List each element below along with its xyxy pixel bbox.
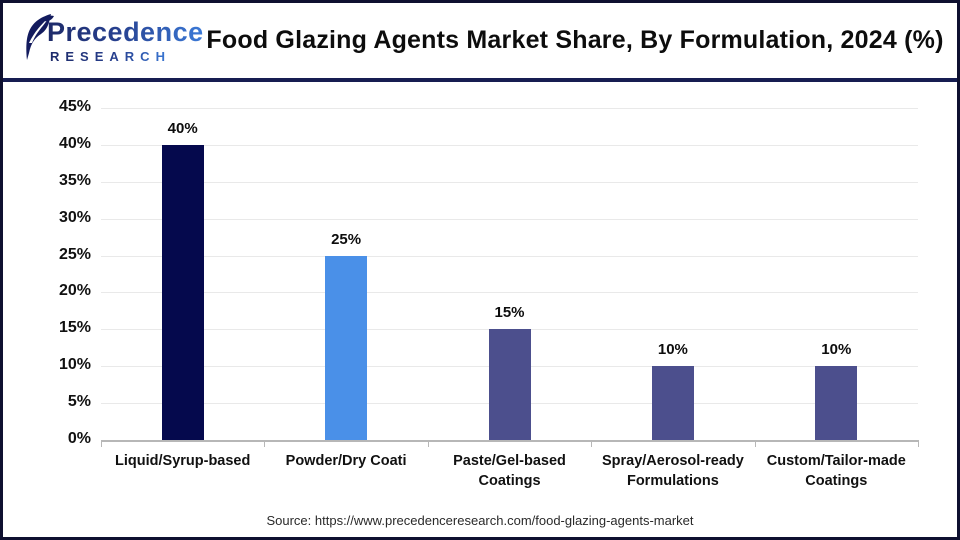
y-gridline: [101, 292, 918, 294]
bar-value-label: 25%: [331, 230, 362, 248]
y-axis-tick-label: 10%: [58, 356, 91, 374]
y-axis-tick-label: 0%: [67, 430, 91, 447]
bar-value-label: 10%: [657, 341, 688, 359]
bar: [815, 366, 858, 440]
logo-sub-wordmark: RESEARCH: [50, 48, 171, 64]
x-axis-category-label: Paste/Gel-based Coatings: [453, 453, 566, 489]
header: Precedence RESEARCH Food Glazing Agents …: [3, 3, 957, 82]
x-axis-tick: [101, 440, 102, 447]
chart-title: Food Glazing Agents Market Share, By For…: [206, 26, 944, 54]
y-gridline: [101, 181, 918, 183]
y-axis-tick-label: 45%: [58, 98, 91, 115]
bar-value-label: 10%: [821, 341, 852, 359]
x-axis-category-label: Spray/Aerosol-ready Formulations: [601, 453, 744, 489]
y-axis-tick-label: 40%: [58, 134, 91, 152]
x-axis-category-label: Liquid/Syrup-based: [115, 453, 251, 469]
x-axis-tick: [754, 440, 756, 447]
y-gridline: [101, 108, 918, 109]
x-axis-tick: [427, 440, 429, 447]
x-axis-tick: [591, 440, 593, 447]
y-gridline: [101, 218, 918, 220]
y-gridline: [101, 144, 918, 146]
title-container: Food Glazing Agents Market Share, By For…: [193, 26, 957, 55]
x-axis-tick: [264, 440, 266, 447]
bar: [161, 144, 204, 440]
y-axis-tick-label: 20%: [58, 282, 91, 300]
y-axis-tick-label: 35%: [58, 171, 91, 189]
bar-value-label: 15%: [494, 304, 525, 322]
bar: [651, 366, 694, 440]
bar: [488, 329, 531, 440]
x-axis-category-label: Powder/Dry Coati: [285, 453, 407, 469]
y-axis-tick-label: 30%: [58, 208, 91, 226]
x-axis-category-label: Custom/Tailor-made Coatings: [766, 453, 906, 489]
bar-value-label: 40%: [167, 119, 198, 137]
source-citation: Source: https://www.precedenceresearch.c…: [266, 513, 694, 528]
x-axis-tick: [918, 440, 919, 447]
precedence-research-logo: Precedence RESEARCH: [3, 5, 203, 77]
y-gridline: [101, 255, 918, 257]
bar-chart: 0% 5% 10% 15% 20% 25% 30% 35% 40% 45% 40% 25% 15% 10%…: [3, 88, 957, 508]
y-axis-tick-label: 5%: [67, 393, 91, 411]
logo-wordmark: Precedence: [47, 16, 204, 47]
y-axis-tick-label: 15%: [58, 319, 91, 337]
y-axis-tick-label: 25%: [58, 245, 91, 263]
logo-leaf-icon: [26, 13, 54, 60]
bar: [325, 255, 368, 440]
x-axis-line: [101, 440, 918, 442]
